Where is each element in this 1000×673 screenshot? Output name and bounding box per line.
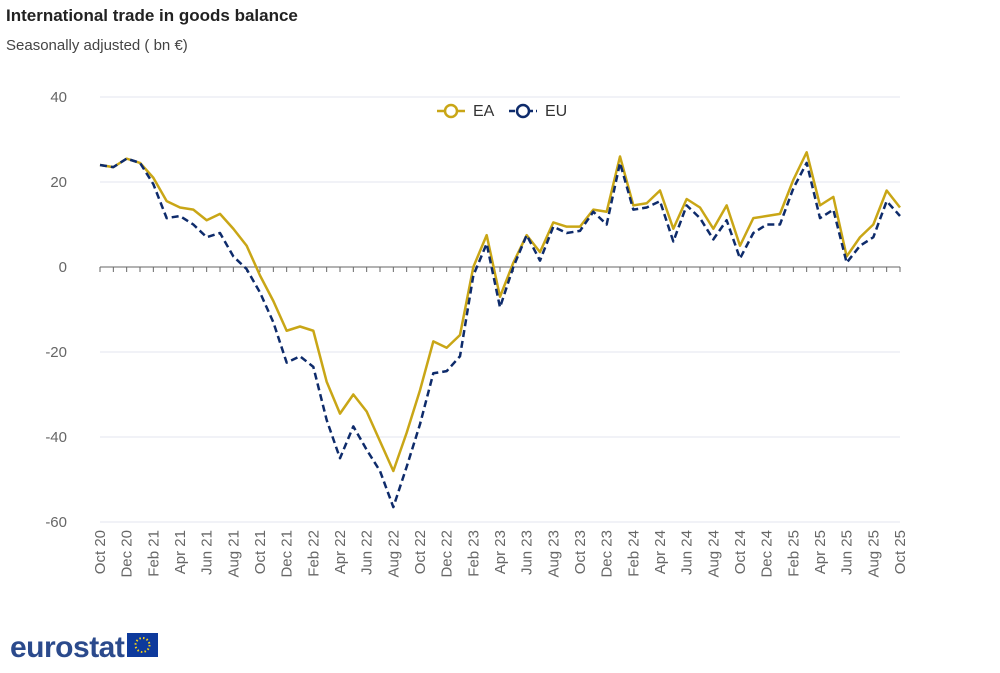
x-tick-label: Oct 20 [92, 530, 109, 574]
x-tick-label: Oct 21 [252, 530, 269, 574]
x-tick-label: Oct 24 [732, 530, 749, 574]
x-tick-label: Oct 23 [572, 530, 589, 574]
x-tick-label: Feb 24 [625, 530, 642, 577]
x-tick-label: Jun 21 [199, 530, 216, 575]
x-tick-label: Aug 25 [865, 530, 882, 578]
x-tick-label: Apr 25 [812, 530, 829, 574]
x-tick-label: Dec 24 [759, 530, 776, 578]
x-tick-label: Aug 24 [705, 530, 722, 578]
y-tick-label: 0 [59, 259, 67, 276]
x-tick-label: Oct 22 [412, 530, 429, 574]
x-tick-label: Feb 22 [305, 530, 322, 577]
series-line [99, 151, 901, 473]
x-tick-label: Dec 21 [279, 530, 296, 578]
y-tick-label: -20 [45, 344, 67, 361]
x-tick-label: Aug 23 [545, 530, 562, 578]
logo-text: eurostat [10, 631, 125, 664]
x-tick-label: Jun 24 [679, 530, 696, 575]
legend-item[interactable]: EU [509, 103, 567, 120]
x-tick-label: Oct 25 [892, 530, 909, 574]
legend-item[interactable]: EA [437, 103, 495, 120]
y-tick-label: -60 [45, 514, 67, 531]
x-tick-label: Jun 22 [359, 530, 376, 575]
y-tick-label: -40 [45, 429, 67, 446]
x-tick-label: Jun 25 [839, 530, 856, 575]
legend-marker [515, 103, 531, 119]
x-tick-label: Jun 23 [519, 530, 536, 575]
x-tick-label: Dec 23 [599, 530, 616, 578]
x-tick-label: Apr 24 [652, 530, 669, 574]
x-tick-label: Apr 22 [332, 530, 349, 574]
legend-label: EU [545, 103, 567, 120]
x-tick-label: Dec 22 [439, 530, 456, 578]
x-tick-label: Feb 21 [145, 530, 162, 577]
legend-marker [443, 103, 459, 119]
x-tick-label: Apr 23 [492, 530, 509, 574]
y-tick-label: 20 [50, 174, 67, 191]
x-tick-label: Apr 21 [172, 530, 189, 574]
x-tick-label: Aug 21 [225, 530, 242, 578]
series-line [99, 157, 901, 509]
x-tick-label: Feb 25 [785, 530, 802, 577]
eu-flag [127, 633, 158, 657]
x-tick-label: Aug 22 [385, 530, 402, 578]
y-tick-label: 40 [50, 89, 67, 106]
chart-subtitle: Seasonally adjusted ( bn €) [6, 37, 188, 54]
chart-title: International trade in goods balance [6, 6, 298, 25]
legend-label: EA [473, 103, 495, 120]
x-tick-label: Dec 20 [119, 530, 136, 578]
x-tick-label: Feb 23 [465, 530, 482, 577]
